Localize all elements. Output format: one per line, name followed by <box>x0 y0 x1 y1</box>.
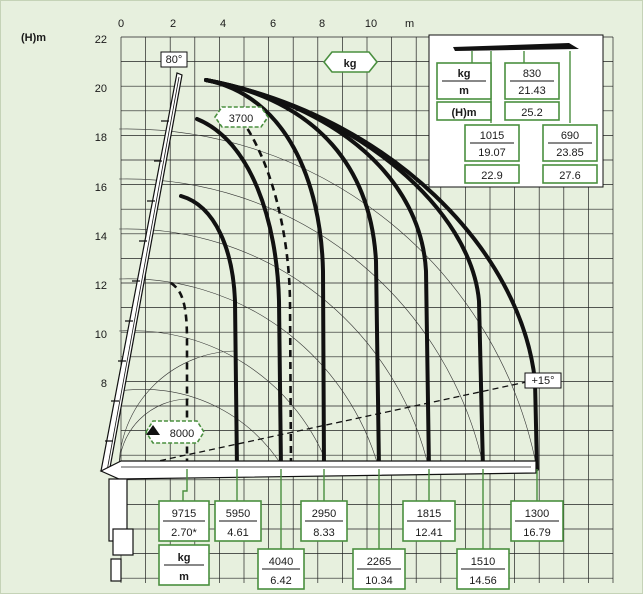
svg-text:1300: 1300 <box>525 508 549 520</box>
svg-text:1510: 1510 <box>471 556 495 568</box>
svg-text:1015: 1015 <box>480 130 504 142</box>
jib-extension-icon <box>453 43 579 51</box>
capacity-tag-3700: 3700 <box>214 106 269 128</box>
capacity-box: 2265 10.34 <box>352 548 406 590</box>
reach-arc <box>118 330 330 470</box>
svg-text:kg: kg <box>458 68 471 80</box>
capacity-box: 1510 14.56 <box>456 548 510 590</box>
svg-text:27.6: 27.6 <box>559 170 580 182</box>
capacity-box: 1300 16.79 <box>510 500 564 542</box>
x-tick-label: 10 <box>365 18 377 30</box>
svg-text:80°: 80° <box>166 54 183 66</box>
svg-text:3700: 3700 <box>229 113 253 125</box>
capacity-box: 4040 6.42 <box>257 548 305 590</box>
capacity-box: 5950 4.61 <box>214 500 262 542</box>
load-curve-4040 <box>195 117 283 471</box>
x-tick-label: 0 <box>118 18 124 30</box>
svg-text:2.70*: 2.70* <box>171 527 197 539</box>
svg-text:kg: kg <box>344 58 357 70</box>
y-tick-label: 8 <box>101 378 107 390</box>
svg-text:14.56: 14.56 <box>469 575 497 587</box>
extension-legend-panel: kg m (H)m 830 21.43 25.2 1015 19.07 22.9 <box>428 34 604 188</box>
svg-text:690: 690 <box>561 130 579 142</box>
legend-h-box: (H)m <box>436 101 492 121</box>
svg-text:10.34: 10.34 <box>365 575 393 587</box>
dashed-load-curve-9715 <box>170 281 189 469</box>
svg-text:6.42: 6.42 <box>270 575 291 587</box>
reach-arc <box>118 178 485 470</box>
angle-max-label: 80° <box>160 51 188 68</box>
reach-arc <box>118 398 190 470</box>
y-tick-label: 12 <box>95 280 107 292</box>
reach-arc <box>118 228 430 470</box>
unit-tag-kg: kg <box>322 51 379 73</box>
reach-arc <box>118 128 538 470</box>
ext-label-1: 830 21.43 25.2 <box>504 62 560 121</box>
svg-text:19.07: 19.07 <box>478 147 506 159</box>
svg-text:2950: 2950 <box>312 508 336 520</box>
y-tick-label: 10 <box>95 329 107 341</box>
svg-text:1815: 1815 <box>417 508 441 520</box>
bottom-unit-legend: kg m <box>158 544 210 586</box>
load-curves <box>179 78 539 471</box>
y-tick-labels: 22 20 18 16 14 12 10 8 <box>95 34 107 390</box>
warning-triangle-icon <box>146 425 160 435</box>
svg-text:9715: 9715 <box>172 508 196 520</box>
x-tick-label: 8 <box>319 18 325 30</box>
capacity-box: 2950 8.33 <box>300 500 348 542</box>
ext-label-3: 690 23.85 27.6 <box>542 124 598 184</box>
x-tick-label: 2 <box>170 18 176 30</box>
load-curve-5950 <box>179 194 239 471</box>
y-tick-label: 18 <box>95 132 107 144</box>
svg-text:4.61: 4.61 <box>227 527 248 539</box>
svg-text:21.43: 21.43 <box>518 85 546 97</box>
reach-arc <box>118 389 285 470</box>
reach-arc <box>118 278 380 470</box>
reach-arcs <box>118 128 538 470</box>
svg-text:+15°: +15° <box>531 375 554 387</box>
x-tick-label: 6 <box>270 18 276 30</box>
legend-kg-m-box: kg m <box>436 62 492 100</box>
reach-arc <box>118 350 238 470</box>
x-tick-labels: 0 2 4 6 8 10 <box>118 18 377 30</box>
crane-boom <box>99 72 537 582</box>
ext-label-2: 1015 19.07 22.9 <box>464 124 520 184</box>
svg-text:2265: 2265 <box>367 556 391 568</box>
svg-text:5950: 5950 <box>226 508 250 520</box>
svg-text:25.2: 25.2 <box>521 107 542 119</box>
capacity-tag-8000: 8000 <box>145 420 205 444</box>
capacity-box: 9715 2.70* <box>158 500 210 542</box>
load-curve-2950 <box>204 78 326 471</box>
capacity-box: 1815 12.41 <box>402 500 456 542</box>
svg-text:m: m <box>459 85 469 97</box>
svg-text:8000: 8000 <box>170 428 194 440</box>
load-curve-1300 <box>204 78 539 471</box>
x-tick-label: 4 <box>220 18 226 30</box>
y-tick-label: 22 <box>95 34 107 46</box>
y-tick-label: 16 <box>95 182 107 194</box>
angle-min-label: +15° <box>524 372 562 389</box>
svg-text:4040: 4040 <box>269 556 293 568</box>
svg-text:16.79: 16.79 <box>523 527 551 539</box>
svg-text:m: m <box>179 571 189 583</box>
bottom-connectors <box>182 469 538 549</box>
svg-text:23.85: 23.85 <box>556 147 584 159</box>
svg-text:830: 830 <box>523 68 541 80</box>
svg-text:8.33: 8.33 <box>313 527 334 539</box>
svg-text:12.41: 12.41 <box>415 527 443 539</box>
y-tick-label: 20 <box>95 83 107 95</box>
y-tick-label: 14 <box>95 231 107 243</box>
svg-text:22.9: 22.9 <box>481 170 502 182</box>
dashed-curves <box>120 118 532 470</box>
x-axis-unit: m <box>405 18 414 30</box>
bottom-capacity-boxes: 9715 2.70* 5950 4.61 4040 6.42 2950 8.33… <box>158 500 564 590</box>
y-axis-title: (H)m <box>21 32 46 44</box>
svg-text:(H)m: (H)m <box>451 107 476 119</box>
svg-text:kg: kg <box>178 552 191 564</box>
